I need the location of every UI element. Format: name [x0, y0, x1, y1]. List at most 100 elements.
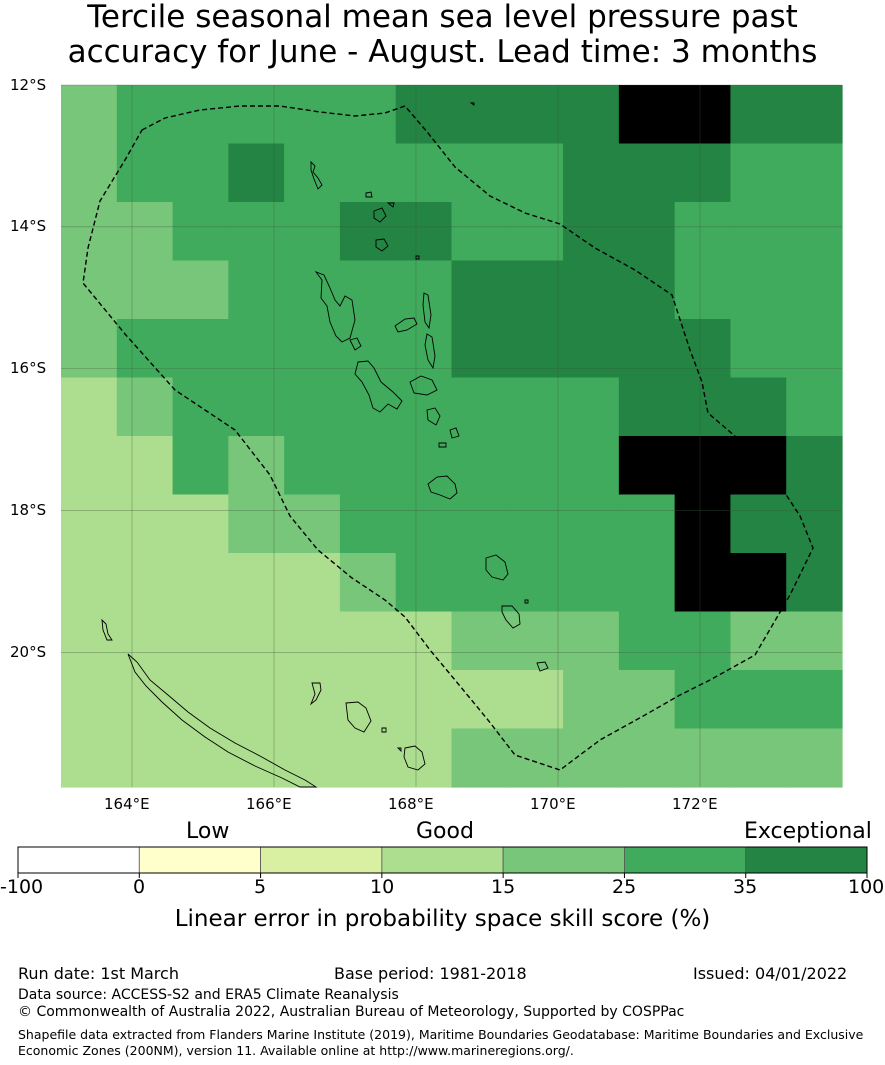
grid-cell	[116, 436, 174, 496]
island-small-4	[469, 102, 475, 106]
grid-cell	[507, 553, 564, 613]
grid-cell	[61, 670, 118, 730]
grid-cell	[451, 728, 508, 788]
grid-cell	[395, 553, 453, 613]
grid-cell	[172, 202, 229, 262]
island-maewo	[422, 292, 432, 330]
island-vanua-lava	[373, 207, 387, 223]
grid-cell	[61, 494, 118, 554]
island-erromango	[485, 554, 509, 581]
grid-cell	[786, 377, 843, 437]
grid-cell	[786, 319, 843, 379]
island-epi	[426, 407, 441, 426]
shapefile-credit-line-1: Shapefile data extracted from Flanders M…	[18, 1027, 864, 1042]
tick-15: 15	[491, 876, 516, 898]
island-lifou	[345, 701, 372, 733]
grid-cell	[786, 670, 843, 730]
grid-cell	[395, 377, 453, 437]
lon-label-166e: 166°E	[246, 795, 292, 813]
grid-cell	[116, 202, 174, 262]
grid-cell	[730, 260, 787, 320]
grid-cell	[339, 436, 397, 496]
category-low: Low	[186, 819, 230, 844]
grid-cell	[507, 143, 564, 203]
grid-cell	[563, 553, 620, 613]
grid-cell	[451, 611, 508, 671]
island-walpole	[396, 747, 402, 753]
island-ouvea	[309, 682, 322, 706]
grid-cell	[61, 377, 118, 437]
grid-cell	[786, 553, 843, 613]
grid-cell	[284, 494, 341, 554]
tick-35: 35	[733, 876, 758, 898]
category-exceptional: Exceptional	[744, 819, 872, 844]
grid-cell	[228, 553, 285, 613]
grid-cell	[618, 611, 676, 671]
grid-cell	[618, 260, 676, 320]
grid-cell	[730, 143, 787, 203]
run-date: Run date: 1st March	[18, 964, 179, 983]
grid-cell	[451, 85, 508, 145]
lon-label-170e: 170°E	[530, 795, 576, 813]
grid-cell	[730, 319, 787, 379]
grid-cell	[61, 611, 118, 671]
grid-cell	[786, 143, 843, 203]
grid-cell	[507, 85, 564, 145]
grid-cell	[395, 494, 453, 554]
grid-cell	[730, 670, 787, 730]
grid-cell	[172, 553, 229, 613]
grid-cell	[563, 85, 620, 145]
grid-cell	[451, 553, 508, 613]
grid-cell	[116, 377, 174, 437]
grid-cell	[172, 611, 229, 671]
grid-cell	[339, 494, 397, 554]
grid-cell	[563, 143, 620, 203]
grid-cell	[339, 319, 397, 379]
grid-cell	[172, 670, 229, 730]
category-good: Good	[416, 819, 474, 844]
grid-cell	[507, 728, 564, 788]
lat-label-18s: 18°S	[10, 501, 47, 519]
grid-cell	[228, 85, 285, 145]
grid-cell	[339, 728, 397, 788]
colorbar	[17, 846, 868, 878]
grid-cell	[172, 143, 229, 203]
grid-cell	[451, 436, 508, 496]
grid-cell	[339, 670, 397, 730]
island-small-2	[438, 442, 447, 448]
grid-cell	[563, 670, 620, 730]
grid-cell	[116, 670, 174, 730]
colorbar-segment	[260, 846, 383, 874]
grid-cell	[618, 494, 676, 554]
grid-cell	[730, 377, 787, 437]
grid-cell	[228, 319, 285, 379]
island-pentecost	[424, 333, 436, 370]
grid-cell	[228, 611, 285, 671]
grid-cell	[395, 436, 453, 496]
grid-cell	[61, 202, 118, 262]
grid-cell	[451, 143, 508, 203]
tick-100: 100	[848, 876, 885, 898]
grid-cell	[451, 377, 508, 437]
grid-cell	[61, 436, 118, 496]
grid-cell	[451, 202, 508, 262]
grid-cell	[395, 670, 453, 730]
grid-cell	[507, 319, 564, 379]
island-efate	[427, 475, 458, 500]
grid-cell	[618, 670, 676, 730]
tick-0: 0	[133, 876, 146, 898]
grid-cell	[618, 377, 676, 437]
grid-cell	[563, 377, 620, 437]
grid-cell	[674, 143, 732, 203]
grid-cell	[786, 85, 843, 145]
island-ambae	[394, 317, 418, 333]
grid-cell	[284, 319, 341, 379]
island-mare	[403, 745, 426, 771]
island-tiga	[381, 727, 387, 733]
grid-cell	[61, 319, 118, 379]
grid-cell	[61, 553, 118, 613]
grid-cell	[228, 143, 285, 203]
colorbar-segment	[745, 846, 868, 874]
land-outlines	[101, 102, 549, 788]
island-mota	[386, 202, 395, 208]
